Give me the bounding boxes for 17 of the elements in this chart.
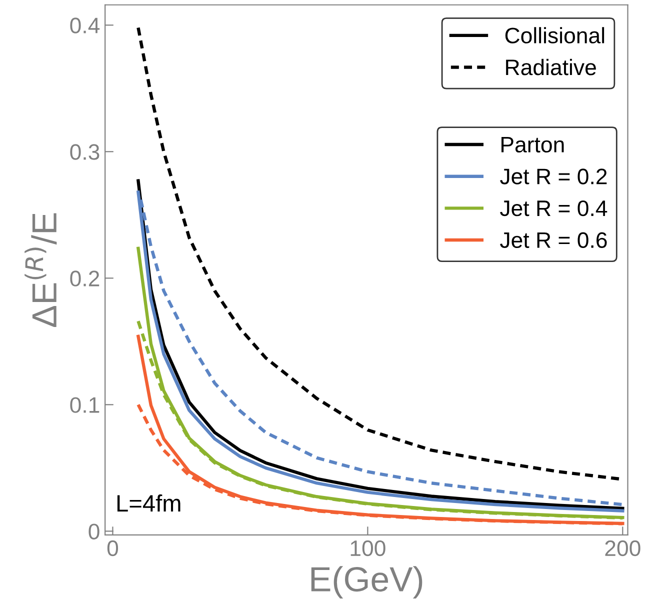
y-tick-label: 0.3 [70, 144, 100, 160]
legend-label: Parton [502, 137, 564, 153]
y-tick-label: 0.4 [70, 18, 100, 34]
y-tick-label: 0.1 [70, 397, 100, 413]
legend-label: Jet R = 0.2 [500, 168, 607, 184]
annotation: Radiative [506, 58, 596, 76]
legend-label: Jet R = 0.6 [500, 232, 607, 248]
y-tick-label: 0.2 [70, 270, 100, 286]
x-tick-label: 0 [107, 540, 118, 556]
x-tick-label: 200 [605, 540, 640, 556]
annotation: Collisional [505, 27, 604, 44]
annotation: L=4fm [117, 494, 180, 512]
legend-label: Jet R = 0.4 [500, 200, 608, 216]
x-axis-title: E(GeV) [311, 566, 422, 598]
y-tick-label: 0 [88, 524, 100, 540]
x-tick-label: 100 [350, 540, 386, 556]
y-axis-title: ΔE$^{(R)}$/E [24, 213, 57, 328]
